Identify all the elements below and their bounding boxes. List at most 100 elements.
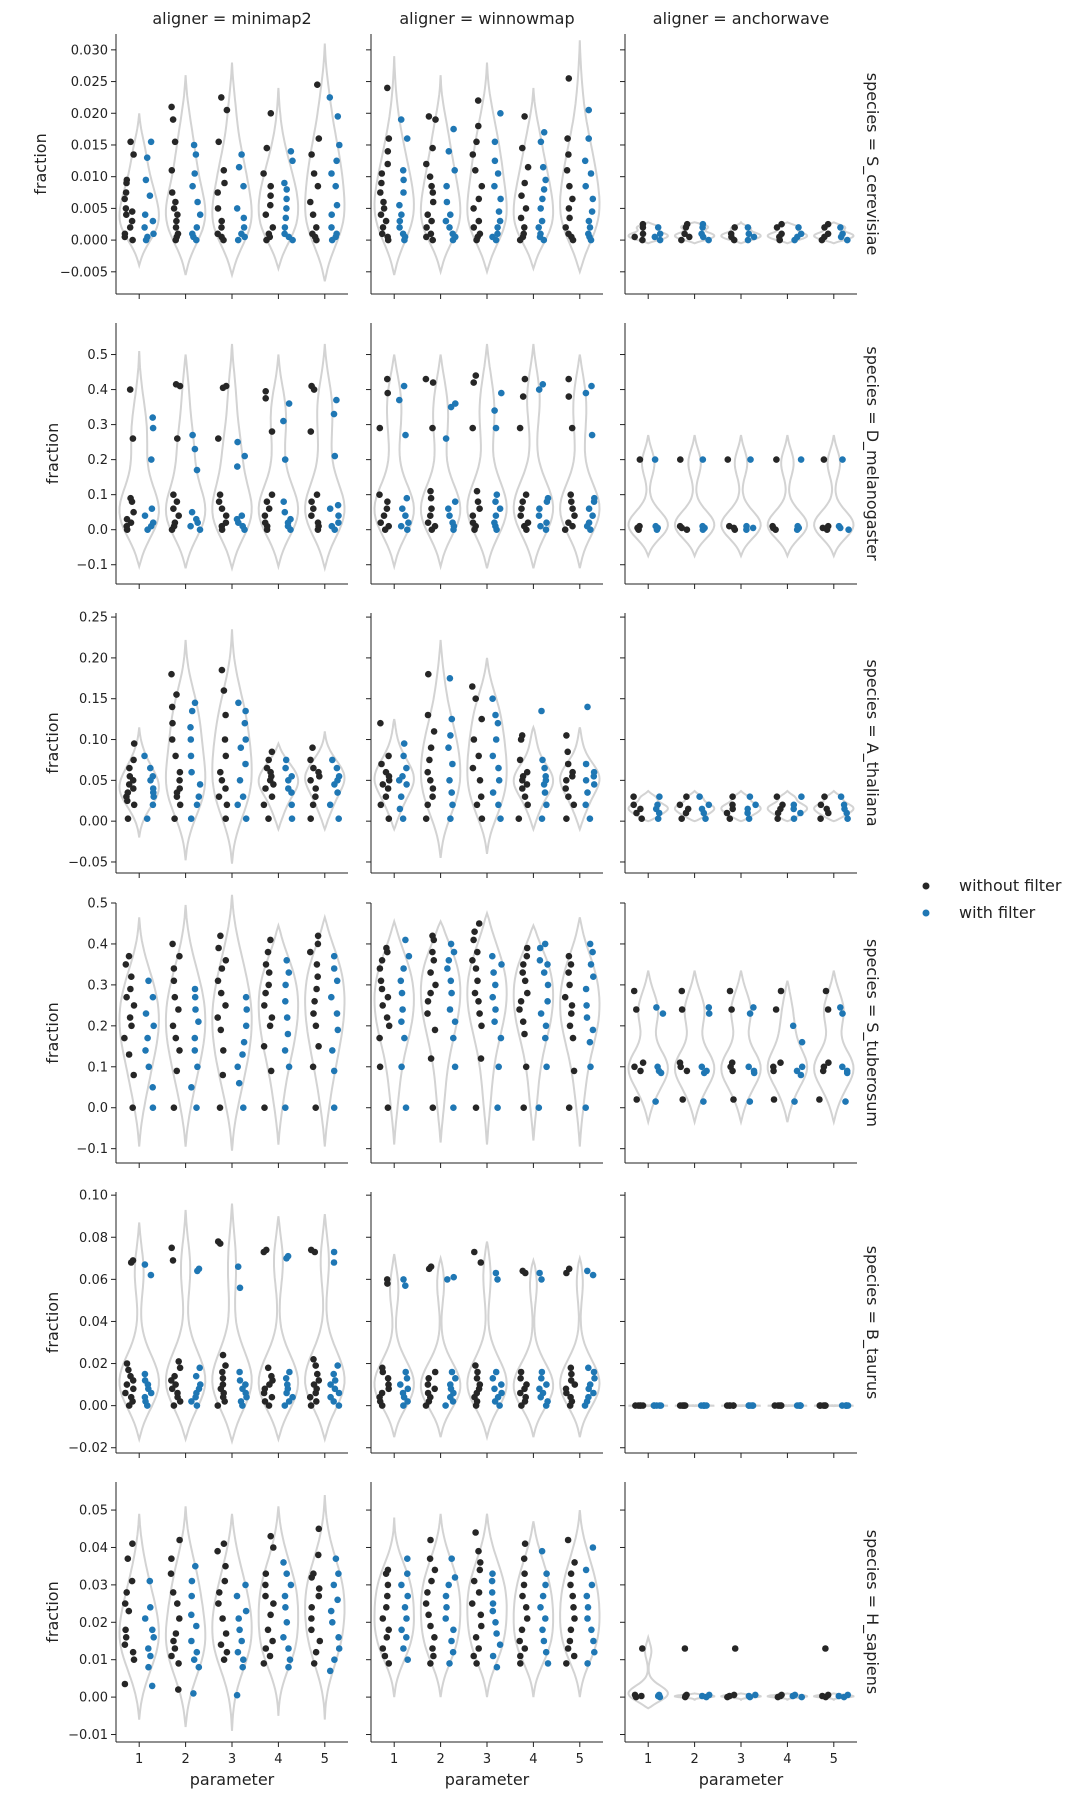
point-without-filter — [428, 182, 435, 190]
point-without-filter — [567, 1570, 575, 1577]
point-with-filter — [195, 1663, 203, 1671]
point-without-filter — [474, 498, 482, 506]
point-with-filter — [705, 1004, 713, 1011]
point-with-filter — [447, 1381, 454, 1388]
point-with-filter — [239, 522, 246, 530]
point-with-filter — [333, 157, 340, 165]
point-with-filter — [745, 230, 753, 238]
point-with-filter — [402, 431, 409, 439]
point-without-filter — [126, 773, 134, 780]
point-without-filter — [125, 1366, 132, 1374]
point-with-filter — [543, 1063, 550, 1071]
point-with-filter — [335, 773, 343, 780]
point-with-filter — [538, 707, 545, 715]
point-with-filter — [283, 1570, 291, 1577]
point-without-filter — [519, 1267, 526, 1275]
point-with-filter — [442, 1402, 449, 1409]
point-without-filter — [385, 1660, 393, 1667]
point-with-filter — [141, 1393, 149, 1401]
point-without-filter — [381, 1652, 389, 1660]
point-without-filter — [521, 1645, 529, 1652]
point-without-filter — [824, 1006, 832, 1013]
point-without-filter — [384, 84, 391, 92]
point-with-filter — [536, 957, 544, 964]
point-without-filter — [170, 977, 178, 985]
point-with-filter — [234, 1063, 241, 1071]
point-with-filter — [699, 456, 707, 463]
violin-outline — [211, 894, 253, 1151]
point-with-filter — [288, 815, 296, 822]
point-with-filter — [585, 1393, 592, 1401]
point-without-filter — [384, 993, 392, 1001]
point-without-filter — [565, 75, 573, 82]
point-with-filter — [582, 182, 589, 190]
point-without-filter — [517, 512, 524, 519]
point-without-filter — [380, 512, 388, 519]
point-with-filter — [654, 801, 661, 809]
point-without-filter — [223, 1648, 231, 1656]
point-with-filter — [491, 182, 498, 190]
point-with-filter — [195, 793, 203, 800]
point-without-filter — [268, 1014, 276, 1021]
point-without-filter — [639, 1645, 646, 1652]
point-without-filter — [678, 987, 686, 995]
point-without-filter — [427, 777, 434, 784]
point-with-filter — [335, 512, 342, 519]
point-with-filter — [588, 1626, 595, 1634]
point-with-filter — [839, 1010, 846, 1017]
y-axis-label: fraction — [43, 1292, 62, 1353]
x-tick-label: 4 — [529, 1752, 537, 1767]
point-with-filter — [540, 1637, 548, 1645]
point-without-filter — [218, 666, 226, 674]
point-without-filter — [384, 1581, 392, 1589]
violin-outline — [118, 1222, 160, 1444]
point-without-filter — [128, 1022, 135, 1030]
point-without-filter — [378, 1389, 386, 1397]
facet-panel: 1 2 3 4 5 — [620, 1482, 857, 1767]
y-tick-label: 0.00 — [79, 1691, 108, 1706]
point-without-filter — [216, 1104, 224, 1111]
point-without-filter — [312, 1022, 320, 1030]
point-with-filter — [449, 230, 457, 238]
point-with-filter — [286, 1656, 294, 1663]
point-without-filter — [312, 1648, 320, 1656]
point-without-filter — [469, 519, 477, 526]
point-with-filter — [335, 815, 343, 822]
point-without-filter — [475, 998, 482, 1005]
point-with-filter — [586, 1038, 594, 1046]
point-with-filter — [542, 1581, 549, 1589]
point-with-filter — [451, 498, 459, 506]
point-without-filter — [384, 498, 391, 506]
point-without-filter — [314, 1370, 321, 1378]
point-with-filter — [536, 505, 543, 512]
point-without-filter — [724, 456, 732, 463]
y-axis-label: fraction — [43, 712, 62, 773]
point-without-filter — [308, 498, 315, 506]
y-tick-label: 0.10 — [79, 733, 108, 748]
point-with-filter — [240, 1656, 247, 1663]
point-with-filter — [283, 186, 291, 193]
point-with-filter — [405, 952, 413, 960]
point-with-filter — [790, 801, 798, 809]
point-without-filter — [425, 670, 432, 678]
point-with-filter — [540, 186, 548, 193]
point-without-filter — [130, 740, 138, 747]
point-with-filter — [791, 1691, 799, 1699]
point-with-filter — [237, 1398, 245, 1405]
point-with-filter — [141, 752, 148, 760]
point-without-filter — [122, 189, 130, 196]
y-tick-label: 0.5 — [87, 897, 108, 912]
point-without-filter — [678, 236, 685, 244]
point-without-filter — [378, 230, 386, 238]
point-without-filter — [424, 998, 432, 1005]
point-without-filter — [571, 1615, 578, 1622]
point-without-filter — [128, 208, 136, 215]
point-with-filter — [335, 1570, 342, 1577]
point-without-filter — [222, 957, 230, 964]
point-with-filter — [233, 515, 241, 523]
point-with-filter — [488, 1577, 496, 1585]
point-with-filter — [196, 1364, 203, 1372]
point-without-filter — [519, 1018, 527, 1025]
facet-panel — [115, 1192, 348, 1458]
